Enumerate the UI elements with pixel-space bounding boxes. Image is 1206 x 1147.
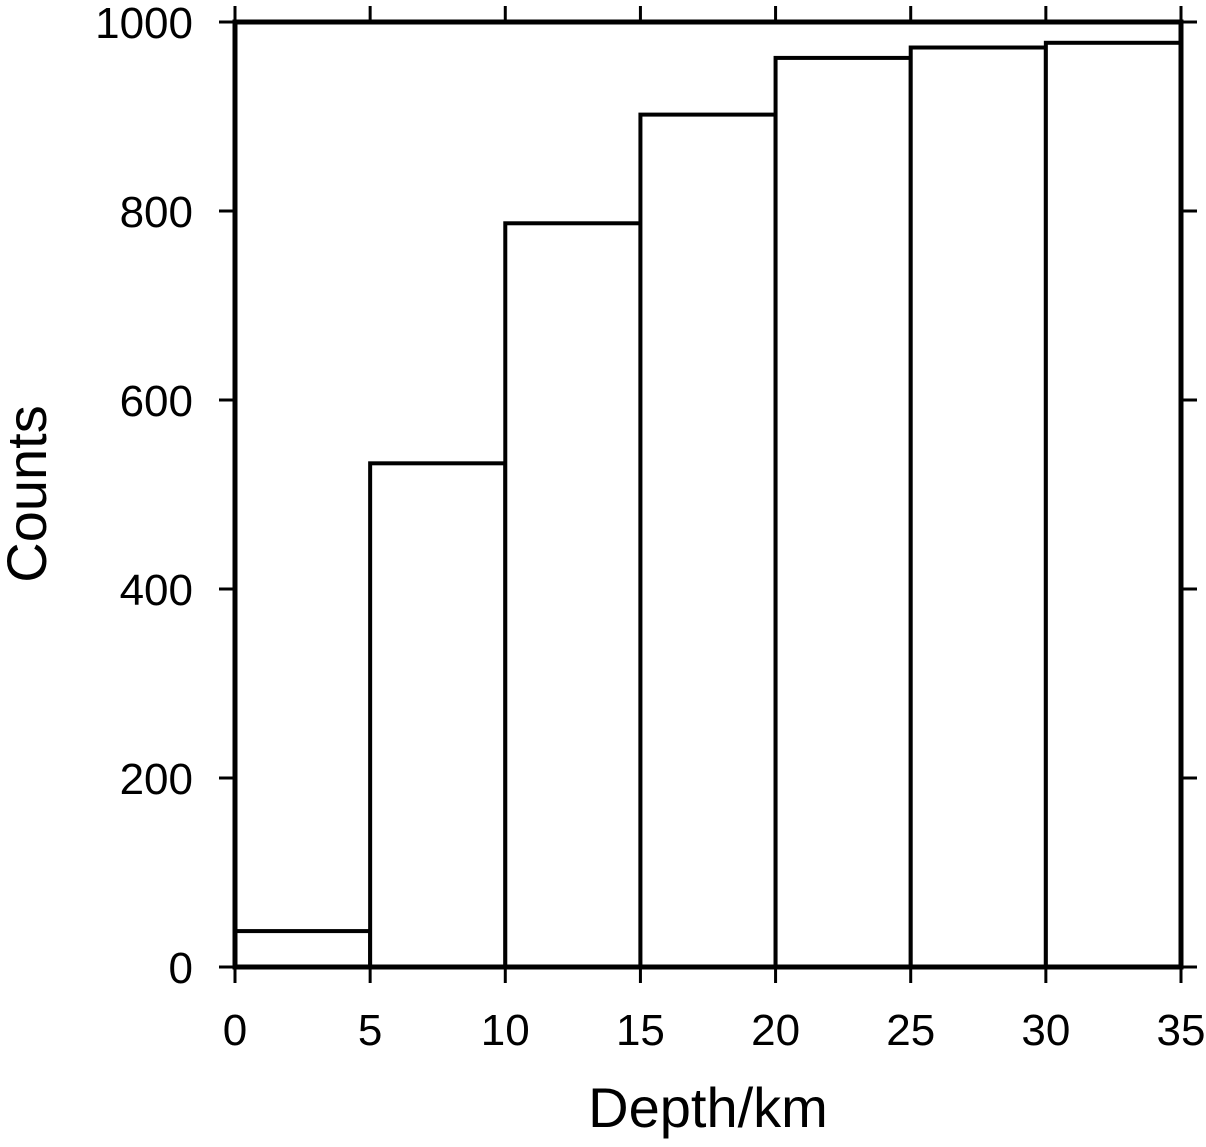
x-tick-label-1: 5 bbox=[358, 1006, 382, 1055]
y-tick-label-3: 600 bbox=[120, 377, 193, 426]
histogram-bar-5 bbox=[908, 45, 1048, 969]
ticks-group bbox=[219, 6, 1197, 983]
y-axis-label: Counts bbox=[0, 405, 58, 582]
plot-frame bbox=[232, 19, 1184, 970]
tick-labels-group: 0 5 10 15 20 25 30 35 0 200 400 600 800 1000 bbox=[95, 0, 1205, 1055]
y-tick-label-4: 800 bbox=[120, 188, 193, 237]
histogram-bar-1 bbox=[368, 461, 508, 969]
x-tick-label-6: 30 bbox=[1021, 1006, 1070, 1055]
x-tick-label-3: 15 bbox=[616, 1006, 665, 1055]
y-tick-label-0: 0 bbox=[169, 944, 193, 993]
histogram-bar-4 bbox=[773, 55, 913, 970]
bars-group bbox=[233, 40, 1184, 970]
x-tick-label-7: 35 bbox=[1157, 1006, 1206, 1055]
histogram-bar-6 bbox=[1043, 40, 1184, 970]
x-tick-label-5: 25 bbox=[886, 1006, 935, 1055]
x-tick-label-4: 20 bbox=[751, 1006, 800, 1055]
x-tick-label-0: 0 bbox=[223, 1006, 247, 1055]
histogram-bar-3 bbox=[638, 112, 778, 970]
x-tick-label-2: 10 bbox=[481, 1006, 530, 1055]
y-tick-label-1: 200 bbox=[120, 755, 193, 804]
histogram-bar-0 bbox=[233, 929, 373, 970]
y-tick-label-2: 400 bbox=[120, 566, 193, 615]
x-axis-label: Depth/km bbox=[588, 1076, 828, 1139]
y-tick-label-5: 1000 bbox=[95, 0, 193, 48]
histogram-bar-2 bbox=[503, 221, 643, 970]
